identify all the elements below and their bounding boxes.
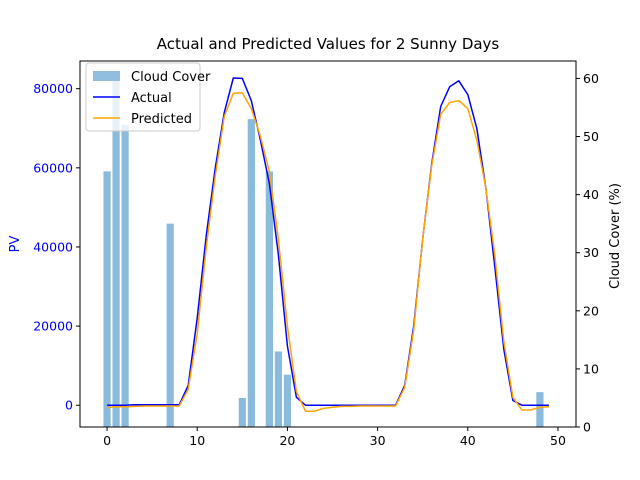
x-tick-label: 0 bbox=[103, 433, 111, 448]
x-tick-label: 10 bbox=[189, 433, 205, 448]
cloud-cover-bar bbox=[265, 171, 273, 427]
legend: Cloud Cover Actual Predicted bbox=[85, 62, 211, 132]
cloud-cover-bar bbox=[103, 171, 111, 427]
left-y-axis-ticks: 0 20000 40000 60000 80000 bbox=[33, 81, 80, 413]
cloud-cover-bar bbox=[283, 374, 292, 427]
right-y-tick-label: 10 bbox=[583, 361, 599, 376]
x-tick-label: 20 bbox=[279, 433, 295, 448]
legend-label-predicted: Predicted bbox=[131, 112, 192, 127]
legend-swatch-cloud-cover bbox=[93, 71, 120, 81]
cloud-cover-bar bbox=[274, 351, 283, 427]
left-y-tick-label: 80000 bbox=[33, 81, 73, 96]
series-lines bbox=[107, 77, 549, 412]
left-y-tick-label: 0 bbox=[65, 398, 73, 413]
left-y-tick-label: 20000 bbox=[33, 319, 73, 334]
right-y-axis-label: Cloud Cover (%) bbox=[608, 183, 623, 289]
cloud-cover-bar bbox=[166, 223, 174, 427]
right-y-axis-ticks: 0 10 20 30 40 50 60 bbox=[576, 71, 599, 435]
right-y-tick-label: 40 bbox=[583, 187, 599, 202]
right-y-tick-label: 0 bbox=[583, 420, 591, 435]
cloud-cover-bar bbox=[112, 78, 120, 427]
x-tick-label: 50 bbox=[550, 433, 566, 448]
left-y-axis-label: PV bbox=[8, 236, 23, 253]
cloud-cover-bar bbox=[247, 119, 255, 427]
legend-label-cloud-cover: Cloud Cover bbox=[131, 70, 211, 85]
legend-label-actual: Actual bbox=[131, 91, 172, 106]
right-y-tick-label: 60 bbox=[583, 71, 599, 86]
x-tick-label: 40 bbox=[460, 433, 476, 448]
cloud-cover-bar bbox=[238, 397, 246, 427]
series-line-predicted bbox=[107, 91, 549, 412]
right-y-tick-label: 30 bbox=[583, 245, 599, 260]
cloud-cover-bars bbox=[103, 78, 544, 428]
series-line-actual bbox=[107, 77, 549, 406]
left-y-tick-label: 60000 bbox=[33, 160, 73, 175]
left-y-tick-label: 40000 bbox=[33, 239, 73, 254]
plot-frame bbox=[79, 60, 577, 428]
right-y-tick-label: 50 bbox=[583, 129, 599, 144]
x-axis-ticks: 0 10 20 30 40 50 bbox=[103, 427, 566, 448]
cloud-cover-bar bbox=[536, 392, 544, 427]
right-y-tick-label: 20 bbox=[583, 303, 599, 318]
x-tick-label: 30 bbox=[370, 433, 386, 448]
cloud-cover-bar bbox=[121, 124, 129, 428]
chart-title: Actual and Predicted Values for 2 Sunny … bbox=[157, 35, 500, 53]
